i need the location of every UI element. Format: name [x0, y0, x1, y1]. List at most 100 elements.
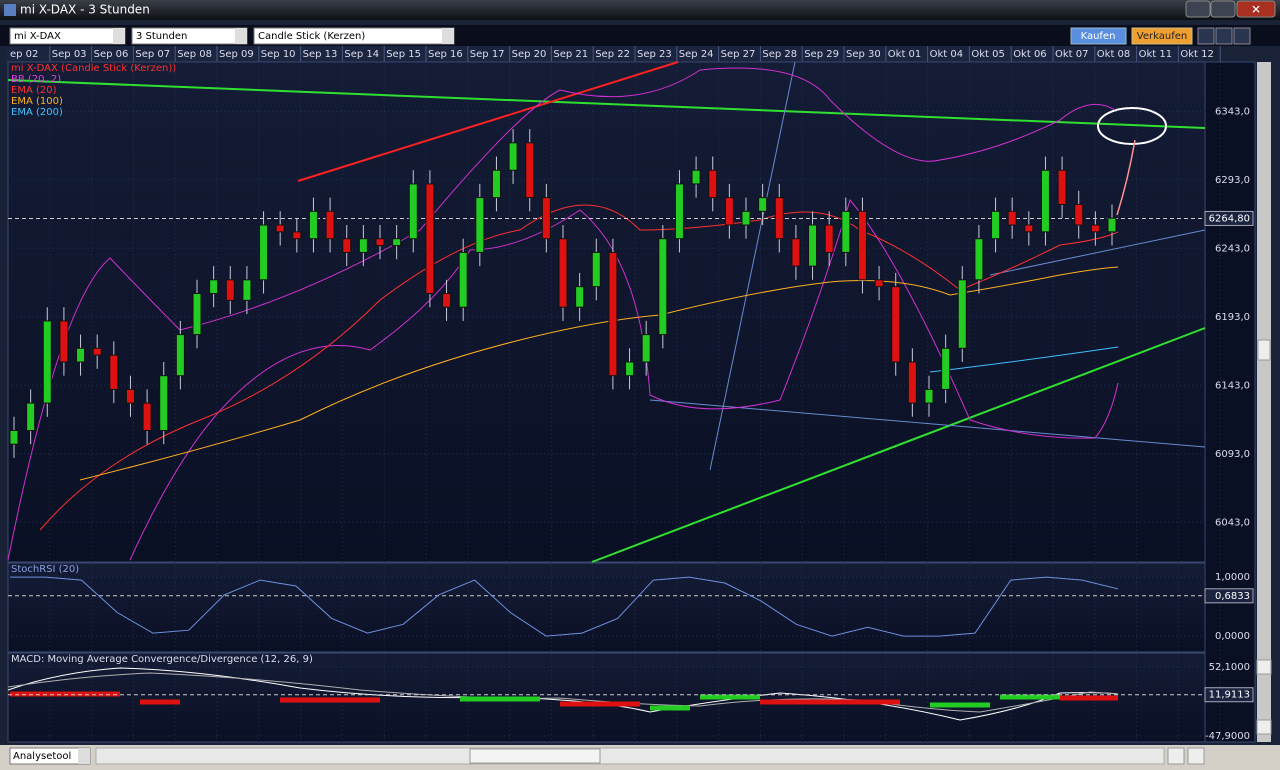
candle-body: [708, 169, 718, 199]
date-label: Sep 17: [470, 49, 505, 60]
bollinger-upper: [7, 67, 1116, 561]
trend-line: [591, 327, 1206, 563]
trend-line: [297, 61, 679, 182]
date-label: Sep 15: [386, 49, 421, 60]
candle-body: [907, 361, 917, 404]
date-label: Sep 27: [721, 49, 756, 60]
candle-body: [941, 347, 951, 390]
legend-entry: BB (20, 2): [11, 74, 61, 85]
y-tick-label: 6243,0: [1215, 243, 1250, 254]
macd-line: [7, 667, 1119, 721]
date-label: Sep 20: [512, 49, 547, 60]
date-label: Sep 22: [595, 49, 630, 60]
candle-body: [225, 279, 235, 301]
buy-button[interactable]: [1070, 27, 1127, 45]
tool-button[interactable]: [1233, 27, 1251, 45]
candle-body: [625, 361, 635, 377]
candle-body: [425, 183, 435, 295]
candle-body: [1057, 169, 1067, 205]
candle-body: [525, 142, 535, 199]
macd-histogram: [140, 695, 1118, 707]
date-label: Sep 16: [428, 49, 463, 60]
horizontal-scrollbar[interactable]: [95, 747, 1165, 765]
sell-button[interactable]: [1131, 27, 1193, 45]
maximize-button[interactable]: [1210, 0, 1236, 18]
trend-line: [7, 79, 1206, 129]
candle-body: [175, 334, 185, 377]
date-label: Sep 14: [344, 49, 379, 60]
candle-body: [9, 429, 19, 445]
tool-button[interactable]: [1215, 27, 1233, 45]
candle-body: [491, 169, 501, 199]
candle-body: [1024, 224, 1034, 233]
candle-body: [608, 251, 618, 377]
scroll-thumb[interactable]: [1257, 339, 1271, 361]
candle-body: [974, 238, 984, 281]
legend-entry: mi X-DAX (Candle Stick (Kerzen)): [11, 63, 176, 74]
price-panel: [7, 61, 1206, 563]
candle-body: [59, 320, 69, 363]
candle-body: [1007, 210, 1017, 226]
zoom-in-button[interactable]: [1256, 719, 1272, 735]
candle-body: [292, 231, 302, 240]
y-tick-label: 6343,0: [1215, 106, 1250, 117]
candle-body: [342, 238, 352, 253]
tool-button[interactable]: [1197, 27, 1215, 45]
y-tick-label: 0,0000: [1215, 631, 1250, 642]
candle-body: [641, 334, 651, 363]
candle-body: [375, 238, 385, 247]
signal-line: [7, 672, 1119, 713]
candle-body: [159, 375, 169, 431]
candle-body: [325, 210, 335, 240]
y-tick-label: -47,9000: [1205, 731, 1250, 742]
zoom-in-button[interactable]: [1187, 747, 1205, 765]
minimize-button[interactable]: [1185, 0, 1211, 18]
y-tick-label: 6193,0: [1215, 312, 1250, 323]
candle-body: [508, 142, 518, 171]
dropdown-arrow[interactable]: [78, 748, 90, 764]
window-title: mi X-DAX - 3 Stunden: [20, 3, 150, 17]
trend-line: [709, 61, 796, 471]
candle-body: [92, 347, 102, 356]
candle-body: [774, 197, 784, 240]
bollinger-lower: [129, 198, 1119, 561]
stoch-label: StochRSI (20): [11, 564, 79, 575]
date-label: Sep 24: [679, 49, 714, 60]
candle-body: [142, 402, 152, 431]
date-label: Okt 08: [1097, 49, 1131, 60]
candle-body: [192, 293, 202, 336]
dropdown-arrow[interactable]: [113, 28, 125, 44]
last-value-box: [1204, 588, 1254, 604]
instrument-text: mi X-DAX: [14, 31, 61, 42]
dropdown-arrow[interactable]: [235, 28, 247, 44]
last-value-label: 11,9113: [1209, 690, 1250, 701]
candle-body: [358, 238, 368, 253]
date-label: Sep 10: [261, 49, 296, 60]
y-tick-label: 6293,0: [1215, 175, 1250, 186]
date-label: Okt 06: [1013, 49, 1046, 60]
scroll-thumb[interactable]: [469, 748, 601, 764]
zoom-in-button[interactable]: [1256, 659, 1272, 675]
candle-body: [1107, 217, 1117, 233]
candle-body: [957, 279, 967, 349]
stoch-line: [10, 576, 1119, 637]
candle-body: [1074, 203, 1084, 226]
candle-body: [724, 197, 734, 226]
candle-body: [442, 293, 452, 308]
candle-body: [791, 238, 801, 267]
last-value-box: [1204, 210, 1254, 226]
candle-body: [475, 197, 485, 253]
zoom-out-button[interactable]: [1167, 747, 1185, 765]
macd-histogram: [460, 694, 1060, 711]
date-label: Sep 29: [804, 49, 839, 60]
date-label: Sep 07: [135, 49, 170, 60]
last-value-label: 0,6833: [1215, 591, 1250, 602]
candle-body: [109, 354, 119, 390]
dropdown-arrow[interactable]: [442, 28, 454, 44]
close-button[interactable]: [1236, 0, 1276, 18]
candle-body: [674, 183, 684, 240]
vertical-scrollbar[interactable]: [1257, 62, 1271, 742]
candle-body: [1090, 224, 1100, 233]
candle-body: [392, 238, 402, 247]
